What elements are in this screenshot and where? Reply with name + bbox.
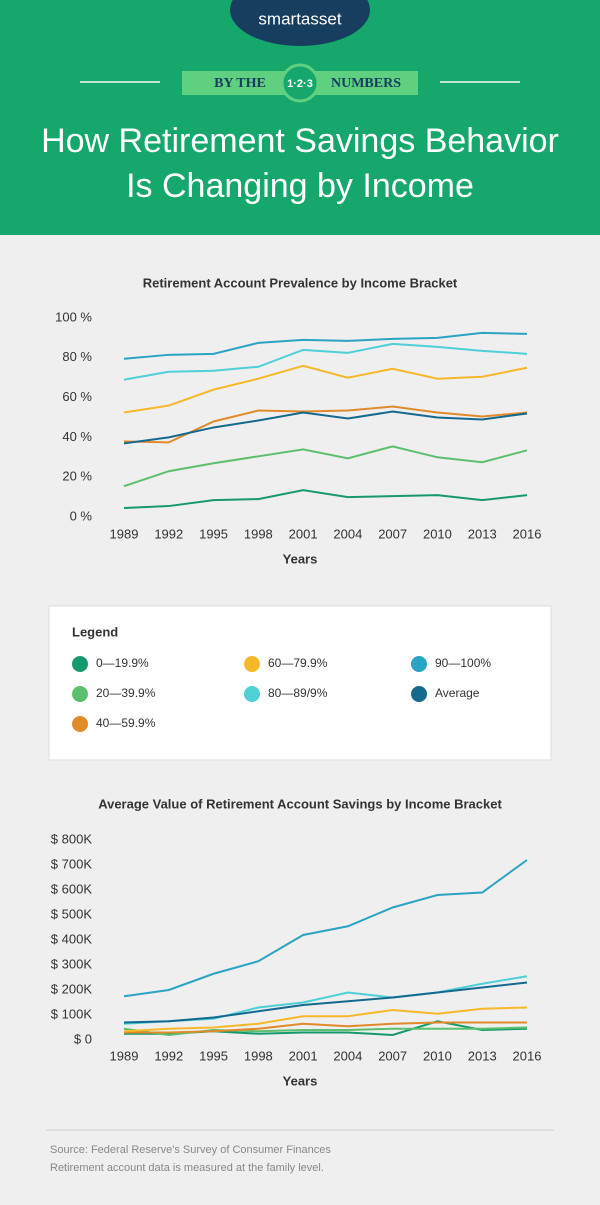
chart-title: Retirement Account Prevalence by Income …	[143, 275, 458, 290]
y-tick-label: $ 700K	[51, 856, 93, 871]
x-axis-label: Years	[283, 1073, 318, 1088]
footer-text: Retirement account data is measured at t…	[50, 1162, 324, 1174]
y-tick-label: $ 300K	[51, 956, 93, 971]
legend-swatch	[411, 686, 427, 702]
x-tick-label: 1995	[199, 526, 228, 541]
series-line	[123, 342, 528, 381]
x-tick-label: 2013	[468, 526, 497, 541]
y-tick-label: 0 %	[70, 508, 93, 523]
legend-label: 20—39.9%	[96, 686, 156, 700]
x-tick-label: 2007	[378, 526, 407, 541]
series-line	[123, 364, 528, 414]
legend-swatch	[244, 686, 260, 702]
legend-swatch	[244, 656, 260, 672]
banner-circle	[280, 63, 320, 103]
x-tick-label: 1989	[110, 526, 139, 541]
series-line	[123, 489, 528, 510]
x-tick-label: 2016	[513, 1048, 542, 1063]
logo-badge	[230, 0, 370, 46]
x-tick-label: 2016	[513, 526, 542, 541]
legend-box	[48, 605, 552, 761]
logo: smartasset	[258, 9, 341, 28]
title-line: How Retirement Savings Behavior	[41, 122, 559, 160]
banner-text: NUMBERS	[331, 76, 401, 91]
x-tick-label: 2007	[378, 1048, 407, 1063]
y-tick-label: $ 500K	[51, 906, 93, 921]
legend-label: 60—79.9%	[268, 656, 328, 670]
x-tick-label: 1998	[244, 1048, 273, 1063]
legend-swatch	[411, 656, 427, 672]
x-axis-label: Years	[283, 551, 318, 566]
y-tick-label: $ 600K	[51, 881, 93, 896]
banner-text: BY THE	[214, 76, 266, 91]
y-tick-label: $ 200K	[51, 981, 93, 996]
legend-title: Legend	[72, 624, 118, 639]
legend-swatch	[72, 686, 88, 702]
x-tick-label: 1992	[154, 526, 183, 541]
legend-label: 0—19.9%	[96, 656, 149, 670]
x-tick-label: 2010	[423, 526, 452, 541]
y-tick-label: 80 %	[62, 349, 92, 364]
x-tick-label: 1992	[154, 1048, 183, 1063]
series-line	[123, 859, 528, 998]
legend-swatch	[72, 716, 88, 732]
y-tick-label: 40 %	[62, 429, 92, 444]
chart-title: Average Value of Retirement Account Savi…	[98, 796, 502, 811]
series-line	[123, 1006, 528, 1033]
title-line: Is Changing by Income	[126, 167, 474, 205]
footer-text: Source: Federal Reserve's Survey of Cons…	[50, 1144, 331, 1156]
y-tick-label: 100 %	[55, 309, 92, 324]
series-line	[123, 981, 528, 1024]
x-tick-label: 1995	[199, 1048, 228, 1063]
series-line	[123, 445, 528, 488]
legend-label: 90—100%	[435, 656, 491, 670]
y-tick-label: $ 800K	[51, 831, 93, 846]
x-tick-label: 2001	[289, 1048, 318, 1063]
x-tick-label: 2004	[333, 1048, 362, 1063]
legend-swatch	[72, 656, 88, 672]
legend-label: Average	[435, 686, 480, 700]
series-line	[123, 331, 528, 360]
banner-number: 1·2·3	[287, 78, 313, 90]
x-tick-label: 2004	[333, 526, 362, 541]
legend-label: 40—59.9%	[96, 716, 156, 730]
x-tick-label: 2001	[289, 526, 318, 541]
y-tick-label: 60 %	[62, 389, 92, 404]
series-line	[124, 1021, 527, 1034]
y-tick-label: $ 0	[74, 1031, 92, 1046]
y-tick-label: 20 %	[62, 469, 92, 484]
series-line	[123, 405, 528, 444]
x-tick-label: 2013	[468, 1048, 497, 1063]
series-line	[123, 410, 528, 445]
x-tick-label: 1989	[110, 1048, 139, 1063]
x-tick-label: 2010	[423, 1048, 452, 1063]
x-tick-label: 1998	[244, 526, 273, 541]
y-tick-label: $ 400K	[51, 931, 93, 946]
legend-label: 80—89/9%	[268, 686, 328, 700]
y-tick-label: $ 100K	[51, 1006, 93, 1021]
